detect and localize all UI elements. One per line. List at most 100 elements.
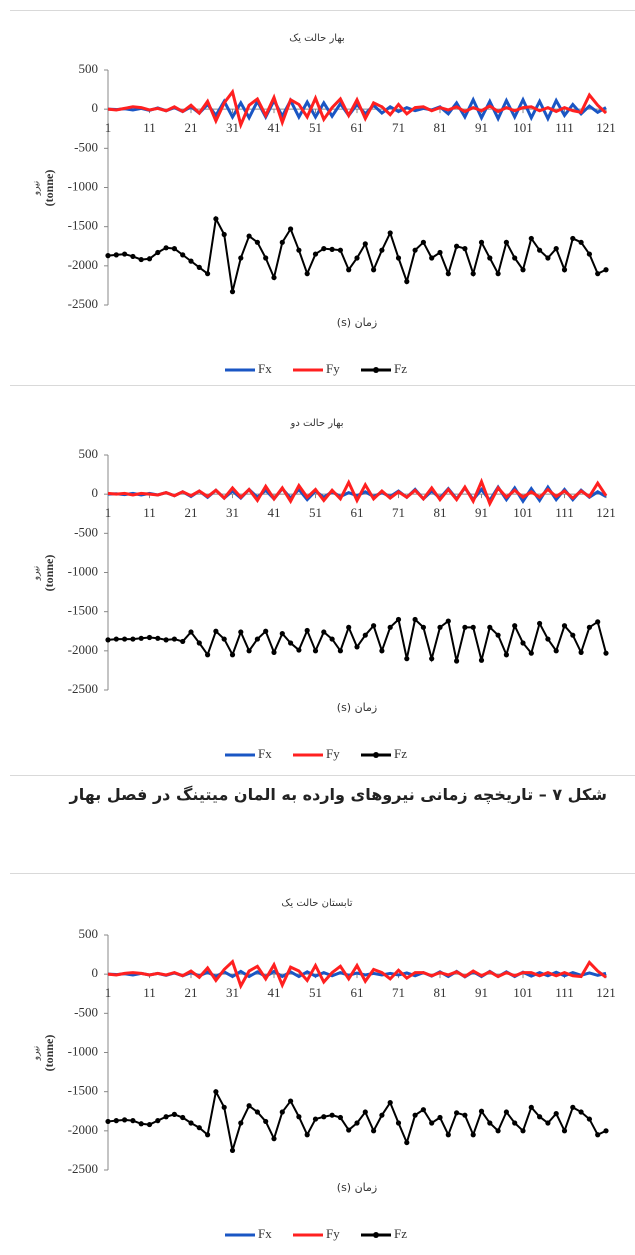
data-point: [445, 1132, 451, 1138]
data-point: [246, 233, 252, 239]
legend-label: Fx: [258, 746, 272, 761]
x-axis-title: زمان (s): [337, 1181, 377, 1194]
data-point: [180, 252, 186, 258]
data-point: [553, 246, 559, 252]
data-point: [304, 271, 310, 277]
data-point: [437, 624, 443, 630]
x-tick-label: 121: [596, 985, 616, 1000]
data-point: [371, 267, 377, 273]
data-point: [205, 652, 211, 658]
data-point: [462, 1112, 468, 1118]
data-point: [586, 251, 593, 257]
data-point: [478, 1108, 485, 1114]
x-tick-label: 61: [351, 120, 364, 135]
data-point: [196, 264, 202, 270]
data-point: [412, 247, 418, 253]
data-point: [155, 1118, 161, 1124]
chart-panel: تابستان حالت یک -2500 -2000 -1500 -1000 -500 0…: [0, 875, 635, 1250]
data-point: [105, 1118, 111, 1125]
data-point: [188, 629, 194, 635]
data-point: [379, 648, 385, 654]
data-point: [246, 648, 252, 654]
data-point: [296, 647, 302, 653]
x-axis-title: زمان (s): [337, 701, 377, 714]
data-point: [279, 239, 285, 245]
data-point: [379, 1112, 385, 1118]
data-point: [553, 1111, 559, 1117]
x-tick-label: 1: [105, 985, 112, 1000]
x-tick-label: 101: [513, 120, 533, 135]
data-point: [254, 1109, 260, 1115]
data-point: [296, 247, 302, 253]
data-point: [528, 650, 534, 656]
y-tick-label: -500: [74, 1004, 98, 1019]
y-tick-label: 500: [79, 446, 99, 461]
x-tick-label: 71: [392, 120, 405, 135]
x-tick-label: 81: [434, 505, 447, 520]
y-tick-label: -1500: [68, 218, 98, 233]
data-point: [171, 246, 177, 252]
y-tick-label: 0: [92, 485, 99, 500]
data-point: [395, 1120, 402, 1126]
data-point: [146, 1121, 153, 1128]
data-point: [271, 274, 277, 281]
x-tick-label: 41: [268, 120, 281, 135]
x-tick-label: 31: [226, 985, 239, 1000]
chart-panel: بهار حالت یک -2500 -2000 -1500 -1000 -500 0 500…: [0, 10, 635, 385]
data-point: [537, 620, 543, 627]
x-tick-label: 41: [268, 505, 281, 520]
data-point: [346, 1127, 352, 1133]
data-point: [586, 624, 593, 630]
chart-panel: بهار حالت دو -2500 -2000 -1500 -1000 -500 0 500…: [0, 395, 635, 770]
data-point: [279, 631, 285, 637]
x-tick-label: 51: [309, 505, 322, 520]
data-point: [478, 239, 485, 245]
legend-label: Fz: [394, 1226, 407, 1241]
data-point: [122, 251, 128, 257]
data-point: [246, 1103, 252, 1109]
y-tick-label: -2500: [68, 1161, 98, 1176]
data-point: [171, 1111, 177, 1117]
x-tick-label: 21: [185, 505, 198, 520]
x-tick-label: 111: [555, 120, 574, 135]
data-point: [578, 1109, 584, 1115]
x-tick-label: 121: [596, 120, 616, 135]
data-point: [512, 623, 518, 629]
data-point: [105, 253, 111, 259]
data-point: [321, 1114, 327, 1120]
data-point: [312, 251, 319, 257]
data-point: [603, 1128, 609, 1134]
data-point: [420, 624, 426, 630]
data-point: [122, 1117, 128, 1123]
data-point: [196, 640, 202, 646]
data-point: [229, 1147, 236, 1154]
y-tick-label: -1500: [68, 603, 98, 618]
data-point: [263, 255, 269, 261]
data-point: [487, 624, 493, 630]
data-point: [337, 1114, 343, 1121]
data-point: [271, 1136, 277, 1142]
y-tick-label: -1000: [68, 178, 98, 193]
x-tick-label: 51: [309, 985, 322, 1000]
data-point: [205, 1132, 211, 1138]
data-point: [329, 636, 335, 642]
data-point: [321, 629, 327, 635]
y-tick-label: -1500: [68, 1083, 98, 1098]
x-tick-label: 121: [596, 505, 616, 520]
data-point: [404, 1139, 410, 1146]
data-point: [263, 628, 269, 634]
data-point: [445, 618, 451, 624]
data-point: [404, 656, 410, 662]
y-axis-title: نیرو: [32, 1046, 42, 1062]
data-point: [429, 656, 435, 662]
y-axis-title: نیرو: [32, 181, 42, 197]
data-point: [537, 1114, 543, 1120]
chart: تابستان حالت یک -2500 -2000 -1500 -1000 -500 0…: [32, 898, 616, 1241]
x-tick-label: 81: [434, 985, 447, 1000]
data-point: [412, 616, 418, 623]
data-point: [561, 1128, 568, 1134]
data-point: [578, 239, 584, 245]
data-point: [454, 243, 460, 249]
data-point: [454, 658, 460, 664]
